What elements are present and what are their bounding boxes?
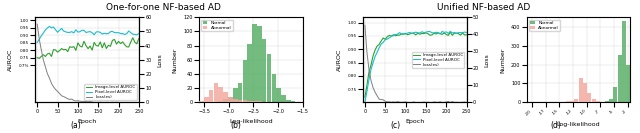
Bar <box>223 99 228 102</box>
Bar <box>267 54 271 102</box>
Bar <box>276 88 281 102</box>
Bar <box>238 100 243 102</box>
Bar <box>618 55 621 102</box>
Bar <box>613 87 618 102</box>
Bar <box>243 100 247 102</box>
Bar <box>209 90 213 102</box>
Bar <box>223 92 228 102</box>
Bar <box>248 44 252 102</box>
Bar <box>214 83 218 102</box>
Bar <box>228 97 233 102</box>
Bar <box>591 99 596 102</box>
Y-axis label: AUROC: AUROC <box>8 49 13 71</box>
Bar <box>204 97 209 102</box>
Y-axis label: AUROC: AUROC <box>337 49 342 71</box>
Bar <box>257 101 262 102</box>
Legend: Image-level AUROC, Pixel-level AUROC, Loss(es): Image-level AUROC, Pixel-level AUROC, Lo… <box>84 84 137 100</box>
Y-axis label: Loss: Loss <box>484 53 490 67</box>
Bar <box>218 101 223 102</box>
Legend: Normal, Abnormal: Normal, Abnormal <box>201 20 233 31</box>
X-axis label: Epoch: Epoch <box>77 119 97 124</box>
Bar <box>570 101 574 102</box>
Bar <box>199 101 204 102</box>
Bar <box>262 39 266 102</box>
Bar <box>596 101 600 102</box>
Bar <box>579 78 583 102</box>
X-axis label: Epoch: Epoch <box>405 119 424 124</box>
Bar <box>233 99 237 102</box>
Text: (c): (c) <box>390 121 401 130</box>
Bar <box>622 21 626 102</box>
Text: (d): (d) <box>550 121 561 130</box>
Text: (b): (b) <box>230 121 241 130</box>
Bar <box>248 101 252 102</box>
Bar <box>233 88 237 102</box>
X-axis label: Log-likelihood: Log-likelihood <box>557 122 600 127</box>
Y-axis label: Loss: Loss <box>157 53 162 67</box>
Text: (a): (a) <box>70 121 81 130</box>
Bar <box>228 97 233 102</box>
Legend: Normal, Abnormal: Normal, Abnormal <box>529 20 561 31</box>
Bar <box>218 87 223 102</box>
Bar <box>574 99 579 102</box>
Y-axis label: Number: Number <box>173 47 178 72</box>
Bar <box>291 101 296 102</box>
X-axis label: Log-likelihood: Log-likelihood <box>229 119 273 124</box>
Bar <box>286 100 291 102</box>
Bar <box>626 65 630 102</box>
Text: Unified NF-based AD: Unified NF-based AD <box>436 3 530 12</box>
Bar <box>238 83 243 102</box>
Y-axis label: Number: Number <box>500 47 506 72</box>
Bar <box>243 60 247 102</box>
Bar <box>588 93 591 102</box>
Bar <box>566 101 570 102</box>
Legend: Image-level AUROC, Pixel-level AUROC, Loss(es): Image-level AUROC, Pixel-level AUROC, Lo… <box>412 52 465 68</box>
Bar <box>252 24 257 102</box>
Bar <box>583 84 587 102</box>
Bar <box>605 101 609 102</box>
Text: One-for-one NF-based AD: One-for-one NF-based AD <box>106 3 221 12</box>
Bar <box>271 74 276 102</box>
Bar <box>257 26 262 102</box>
Bar <box>281 95 286 102</box>
Bar <box>609 99 613 102</box>
Bar <box>252 101 257 102</box>
